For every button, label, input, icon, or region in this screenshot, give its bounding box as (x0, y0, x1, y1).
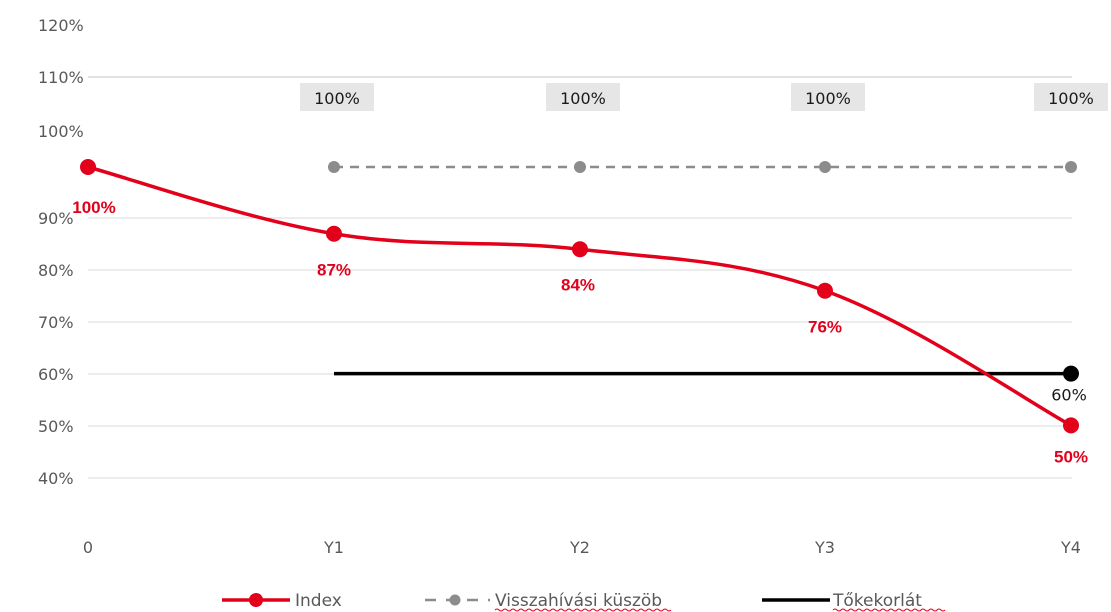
y-axis-tick-labels: 40% 50% 60% 70% 80% 90% 100% 110% 120% (38, 16, 84, 488)
x-tick-label: Y4 (1060, 538, 1081, 557)
spellcheck-underline (832, 608, 946, 612)
index-data-label: 50% (1054, 447, 1088, 466)
series-tokekorlat: 60% (334, 365, 1087, 405)
y-tick-label: 100% (38, 122, 84, 141)
index-line (87, 165, 1072, 427)
index-point (1063, 417, 1079, 434)
legend-capital-label: Tőkekorlát (832, 591, 922, 611)
spellcheck-underline (494, 608, 672, 612)
legend-threshold-marker (449, 594, 461, 606)
y-tick-label: 80% (38, 261, 74, 280)
threshold-label-box (1034, 83, 1108, 111)
legend-index-marker (249, 593, 263, 607)
x-tick-label: 0 (83, 538, 93, 557)
index-point (326, 225, 342, 242)
y-tick-label: 110% (38, 68, 84, 87)
y-tick-label: 40% (38, 469, 74, 488)
index-data-label: 100% (72, 198, 115, 217)
y-tick-label: 70% (38, 313, 74, 332)
x-tick-label: Y3 (814, 538, 835, 557)
y-tick-label: 50% (38, 417, 74, 436)
threshold-data-label: 100% (314, 89, 360, 108)
threshold-label-box (546, 83, 620, 111)
index-point (572, 241, 588, 258)
threshold-label-box (300, 83, 374, 111)
y-tick-label: 120% (38, 16, 84, 35)
index-point (80, 159, 96, 175)
capital-barrier-data-label: 60% (1051, 386, 1087, 405)
x-axis-tick-labels: 0 Y1 Y2 Y3 Y4 (83, 538, 1081, 557)
x-tick-label: Y2 (569, 538, 590, 557)
index-data-label: 87% (317, 261, 351, 280)
y-tick-label: 60% (38, 365, 74, 384)
index-data-label: 84% (561, 275, 595, 294)
legend-threshold-label: Visszahívási küszöb (495, 591, 662, 611)
series-index: 100% 87% 84% 76% 50% (72, 159, 1088, 466)
series-visszahivasi-kuszob: 100% 100% 100% 100% (300, 83, 1108, 173)
threshold-point (1065, 161, 1077, 173)
index-data-label: 76% (808, 318, 842, 337)
threshold-point (328, 161, 340, 173)
threshold-point (574, 161, 586, 173)
legend: Index Visszahívási küszöb Tőkekorlát (222, 591, 946, 612)
threshold-label-box (791, 83, 865, 111)
threshold-point (819, 161, 831, 173)
y-tick-label: 90% (38, 209, 74, 228)
threshold-data-label: 100% (805, 89, 851, 108)
threshold-data-label: 100% (1048, 89, 1094, 108)
legend-index-label: Index (295, 591, 342, 611)
threshold-data-label: 100% (560, 89, 606, 108)
gridlines (88, 76, 1072, 479)
x-tick-label: Y1 (323, 538, 344, 557)
capital-barrier-point (1063, 365, 1079, 382)
index-point (817, 282, 833, 299)
